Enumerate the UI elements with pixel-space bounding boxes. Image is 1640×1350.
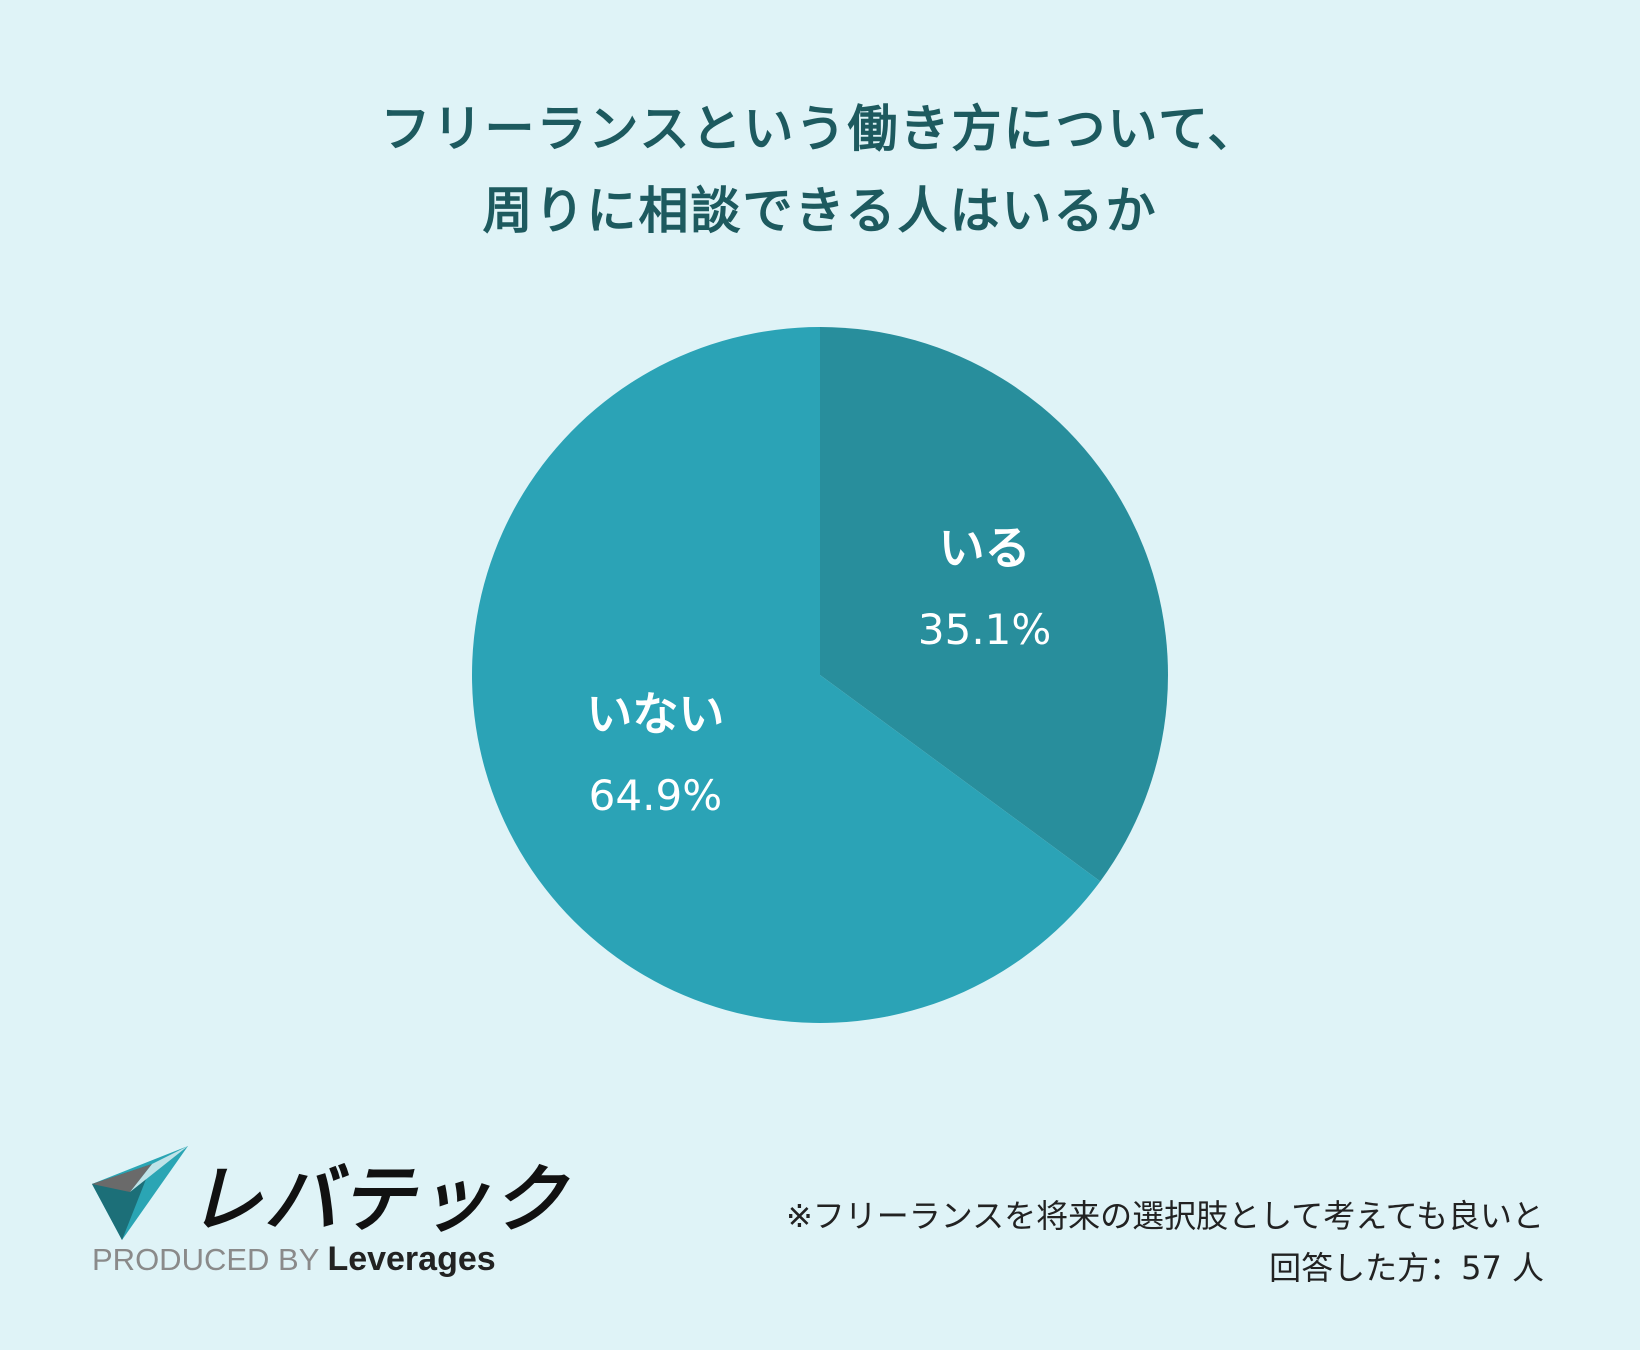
logo-mark-icon (92, 1146, 188, 1240)
logo-name: レバテック (188, 1157, 568, 1243)
pie-slices (472, 327, 1169, 1023)
pie-slice-value-2: 64.9% (589, 771, 722, 820)
chart-title: フリーランスという働き方について、 周りに相談できる人はいるか (0, 88, 1640, 252)
footnote: ※フリーランスを将来の選択肢として考えても良いと 回答した方：57 人 (786, 1190, 1544, 1294)
pie-slice-label-1: いる (939, 521, 1031, 575)
logo: レバテック PRODUCED BY Leverages (92, 1140, 566, 1280)
pie-chart: いる 35.1% いない 64.9% (472, 327, 1169, 1023)
pie-slice-1 (820, 327, 1169, 882)
chart-title-line-2: 周りに相談できる人はいるか (482, 182, 1158, 240)
produced-by: PRODUCED BY Leverages (92, 1240, 496, 1279)
chart-title-line-1: フリーランスという働き方について、 (380, 100, 1260, 158)
pie-slice-2 (472, 327, 1101, 1023)
pie-labels: いる 35.1% いない 64.9% (586, 521, 1051, 820)
footnote-line-1: ※フリーランスを将来の選択肢として考えても良いと (785, 1197, 1544, 1235)
footnote-line-2: 回答した方：57 人 (1269, 1249, 1544, 1287)
pie-slice-value-1: 35.1% (918, 605, 1051, 654)
pie-slice-label-2: いない (586, 687, 724, 741)
produced-by-label: PRODUCED BY (92, 1242, 319, 1277)
brand-name: Leverages (327, 1240, 496, 1278)
